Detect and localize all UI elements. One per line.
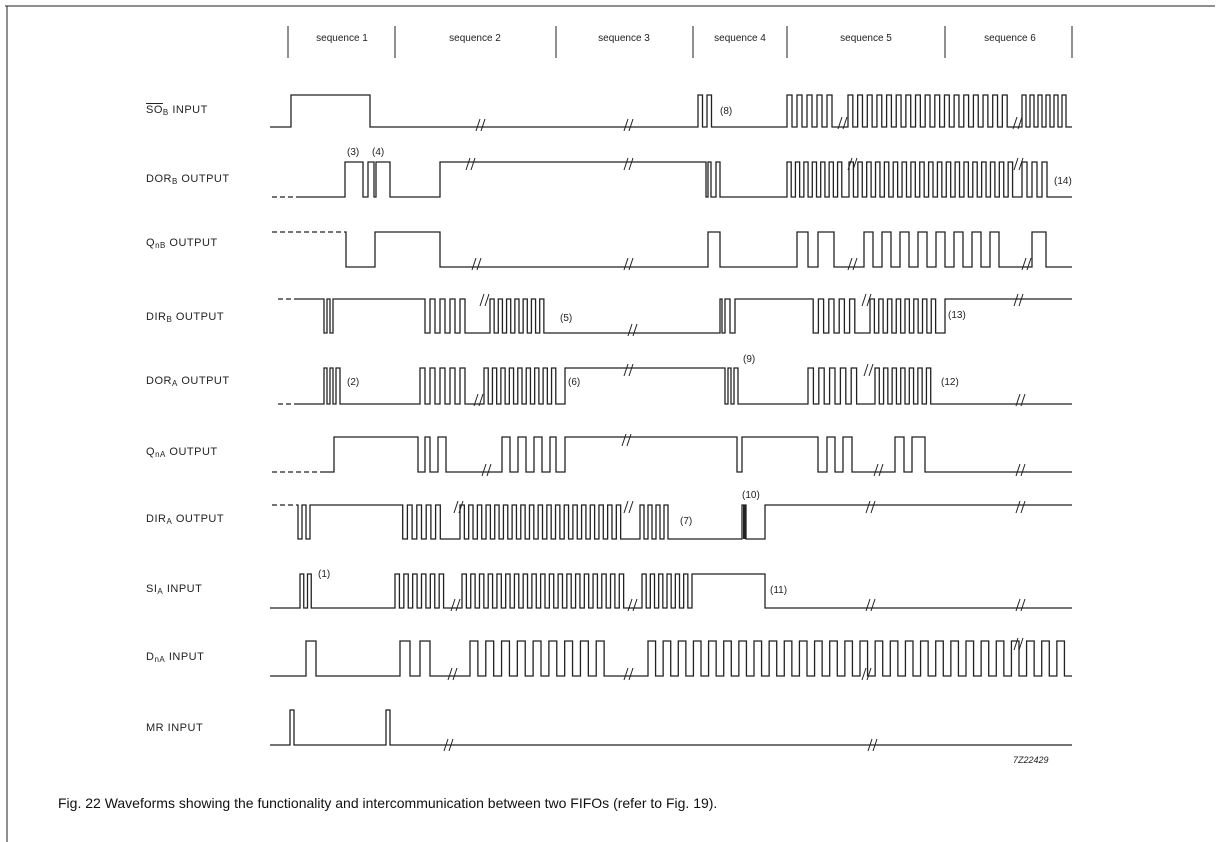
sequence-label-6: sequence 6 bbox=[984, 33, 1036, 44]
annotation-10: (10) bbox=[742, 490, 760, 501]
annotation-13: (13) bbox=[948, 310, 966, 321]
dna-waveform bbox=[270, 640, 1072, 677]
dna-break-1 bbox=[447, 667, 458, 681]
dirb-break-1 bbox=[479, 293, 490, 307]
annotation-14: (14) bbox=[1054, 176, 1072, 187]
dirb-break-4 bbox=[1013, 293, 1024, 307]
sequence-label-3: sequence 3 bbox=[598, 33, 650, 44]
dna-break-2 bbox=[623, 667, 634, 681]
signal-label-qnb: QnB OUTPUT bbox=[146, 237, 218, 250]
annotation-12: (12) bbox=[941, 377, 959, 388]
dna-break-4 bbox=[1013, 637, 1024, 651]
annotation-1: (1) bbox=[318, 569, 331, 580]
dora-break-2 bbox=[623, 363, 634, 377]
signal-label-dirb: DIRB OUTPUT bbox=[146, 311, 225, 324]
signal-label-dora: DORA OUTPUT bbox=[146, 375, 230, 388]
qna-break-4 bbox=[1015, 463, 1026, 477]
mr-break-2 bbox=[867, 738, 878, 752]
mr-break-1 bbox=[443, 738, 454, 752]
qna-break-3 bbox=[873, 463, 884, 477]
dorb-break-2 bbox=[623, 157, 634, 171]
dira-waveform bbox=[297, 504, 1072, 540]
dora-break-1 bbox=[473, 393, 484, 407]
dira-pulse-10 bbox=[743, 505, 746, 539]
qna-waveform bbox=[323, 436, 1072, 473]
dira-break-1 bbox=[453, 500, 464, 514]
sequence-label-5: sequence 5 bbox=[840, 33, 892, 44]
sequence-label-1: sequence 1 bbox=[316, 33, 368, 44]
annotation-2: (2) bbox=[347, 377, 360, 388]
qna-break-2 bbox=[621, 433, 632, 447]
figure-code: 7Z22429 bbox=[1013, 755, 1049, 765]
sequence-label-2: sequence 2 bbox=[449, 33, 501, 44]
annotation-11: (11) bbox=[770, 585, 788, 596]
qna-break-1 bbox=[481, 463, 492, 477]
dora-break-3 bbox=[863, 363, 874, 377]
dirb-break-2 bbox=[627, 323, 638, 337]
signal-label-sia: SIA INPUT bbox=[146, 583, 203, 596]
signal-label-dna: DnA INPUT bbox=[146, 651, 205, 664]
signal-label-mr: MR INPUT bbox=[146, 722, 204, 734]
dora-waveform bbox=[297, 367, 1072, 405]
sia-break-4 bbox=[1015, 598, 1026, 612]
sob-break-2 bbox=[623, 118, 634, 132]
sob-waveform bbox=[270, 94, 1072, 128]
qnb-break-4 bbox=[1021, 257, 1032, 271]
annotation-4: (4) bbox=[372, 147, 385, 158]
signal-label-dira: DIRA OUTPUT bbox=[146, 513, 225, 526]
sob-break-3 bbox=[837, 116, 848, 130]
dorb-waveform bbox=[297, 161, 1072, 198]
sia-break-3 bbox=[865, 598, 876, 612]
annotation-6: (6) bbox=[568, 377, 581, 388]
dira-break-2 bbox=[623, 500, 634, 514]
annotation-9: (9) bbox=[743, 354, 756, 365]
sia-waveform bbox=[270, 573, 1072, 609]
annotation-8: (8) bbox=[720, 106, 733, 117]
sia-break-1 bbox=[450, 598, 461, 612]
sia-break-2 bbox=[627, 598, 638, 612]
annotation-3: (3) bbox=[347, 147, 360, 158]
sob-break-1 bbox=[475, 118, 486, 132]
dirb-break-3 bbox=[861, 293, 872, 307]
dirb-waveform bbox=[297, 298, 1072, 334]
mr-waveform bbox=[270, 709, 1072, 746]
dorb-break-3 bbox=[847, 157, 858, 171]
sequence-label-4: sequence 4 bbox=[714, 33, 766, 44]
dorb-break-4 bbox=[1013, 157, 1024, 171]
qnb-break-1 bbox=[471, 257, 482, 271]
qnb-waveform bbox=[345, 231, 1072, 268]
signal-label-dorb: DORB OUTPUT bbox=[146, 173, 230, 186]
signal-label-sob: SOB INPUT bbox=[146, 104, 208, 117]
dna-break-3 bbox=[861, 667, 872, 681]
sob-break-4 bbox=[1012, 116, 1023, 130]
signal-label-qna: QnA OUTPUT bbox=[146, 446, 218, 459]
qnb-break-2 bbox=[623, 257, 634, 271]
figure-caption: Fig. 22 Waveforms showing the functional… bbox=[58, 795, 718, 811]
dora-break-4 bbox=[1015, 393, 1026, 407]
dira-break-3 bbox=[865, 500, 876, 514]
qnb-break-3 bbox=[847, 257, 858, 271]
dira-break-4 bbox=[1015, 500, 1026, 514]
dorb-break-1 bbox=[465, 157, 476, 171]
annotation-7: (7) bbox=[680, 516, 693, 527]
annotation-5: (5) bbox=[560, 313, 573, 324]
